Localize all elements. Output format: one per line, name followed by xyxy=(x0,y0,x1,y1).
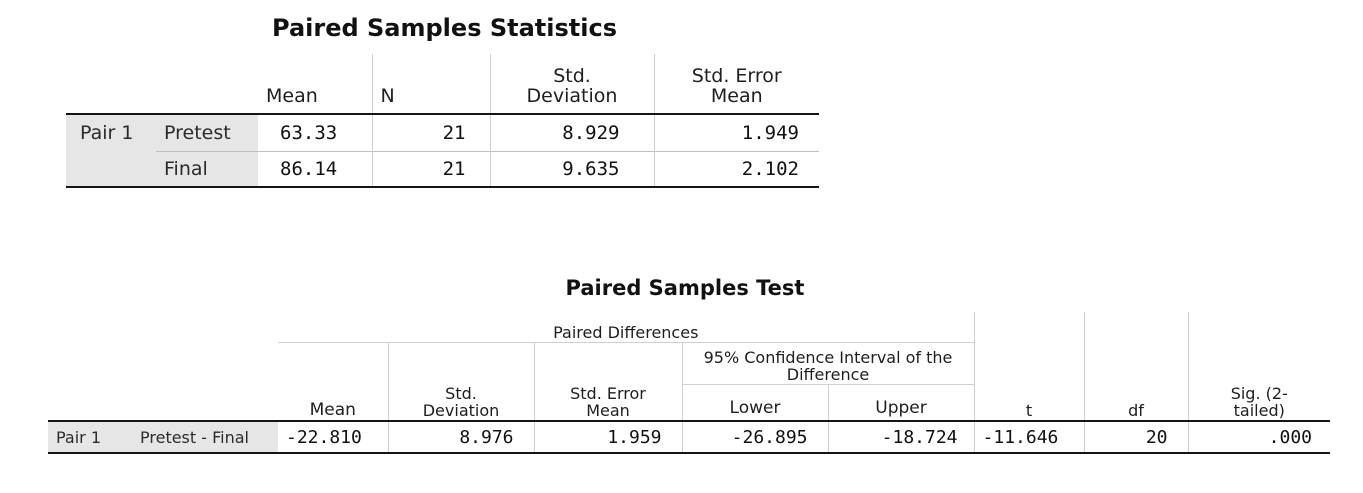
test-t-value: -11.646 xyxy=(973,420,1085,454)
stats-se-value: 1.949 xyxy=(653,113,819,151)
test-upper-value: -18.724 xyxy=(827,420,975,454)
test-col-std-error-mean: Std. Error Mean xyxy=(533,342,682,421)
test-mean-value: -22.810 xyxy=(278,420,388,454)
test-df-value: 20 xyxy=(1083,420,1189,454)
stats-mean-value: 63.33 xyxy=(258,113,372,151)
confidence-interval-label: 95% Confidence Interval of the Differenc… xyxy=(703,347,953,384)
statistics-title: Paired Samples Statistics xyxy=(272,14,617,42)
test-sig-value: .000 xyxy=(1187,420,1331,454)
stats-pair-label: Pair 1 xyxy=(66,113,156,188)
paired-samples-test-table: Paired Differences t df Sig. (2-tailed) … xyxy=(48,312,1331,454)
test-col-sig: Sig. (2-tailed) xyxy=(1187,312,1331,421)
test-se-value: 1.959 xyxy=(533,420,682,454)
stats-col-n: N xyxy=(371,54,490,114)
test-col-t: t xyxy=(973,312,1085,421)
test-col-mean: Mean xyxy=(309,400,356,421)
test-col-std-deviation: Std. Deviation xyxy=(387,342,534,421)
test-row-label: Pretest - Final xyxy=(130,420,278,454)
test-col-df: df xyxy=(1083,312,1189,421)
test-pair-label: Pair 1 xyxy=(48,420,130,454)
table-row: Pair 1 Pretest 63.33 21 8.929 1.949 xyxy=(66,113,819,188)
stats-sd-value: 9.635 xyxy=(489,150,654,188)
test-header-corner-2 xyxy=(130,312,278,342)
test-lower-value: -26.895 xyxy=(681,420,828,454)
confidence-interval-header: 95% Confidence Interval of the Differenc… xyxy=(681,342,975,385)
test-header-corner-6 xyxy=(130,384,278,421)
stats-col-std-error-mean: Std. Error Mean xyxy=(653,54,819,114)
stats-se-value: 2.102 xyxy=(653,150,819,188)
test-col-std-error-mean-label: Std. Error Mean xyxy=(570,384,646,421)
stats-n-value: 21 xyxy=(371,113,490,151)
stats-col-std-deviation-label: Std. Deviation xyxy=(526,65,618,108)
stats-col-mean: Mean xyxy=(266,85,318,108)
test-title: Paired Samples Test xyxy=(565,276,805,300)
test-sd-value: 8.976 xyxy=(387,420,534,454)
stats-row-label: Pretest xyxy=(156,113,258,151)
test-col-std-deviation-label: Std. Deviation xyxy=(422,384,500,421)
stats-mean-value: 86.14 xyxy=(258,150,372,188)
stats-col-std-error-mean-label: Std. Error Mean xyxy=(691,65,782,108)
test-col-lower: Lower xyxy=(681,384,828,421)
test-header-corner-3 xyxy=(48,342,130,384)
stats-n-value: 21 xyxy=(371,150,490,188)
test-col-sig-label: Sig. (2-tailed) xyxy=(1230,384,1288,421)
test-col-upper: Upper xyxy=(827,384,975,421)
stats-header-corner xyxy=(66,54,156,114)
table-row: Final 86.14 21 9.635 2.102 xyxy=(66,150,819,188)
test-header-corner xyxy=(48,312,130,342)
test-header-corner-5 xyxy=(48,384,130,421)
stats-col-std-deviation: Std. Deviation xyxy=(489,54,654,114)
paired-samples-statistics-table: Mean N Std. Deviation Std. Error Mean Pa… xyxy=(66,54,819,188)
test-header-corner-4 xyxy=(130,342,278,384)
stats-header-corner-2 xyxy=(156,54,258,114)
stats-sd-value: 8.929 xyxy=(489,113,654,151)
stats-row-label: Final xyxy=(156,150,258,188)
table-row: Pair 1 Pretest - Final -22.810 8.976 1.9… xyxy=(48,420,1331,454)
paired-differences-header: Paired Differences xyxy=(278,312,975,343)
